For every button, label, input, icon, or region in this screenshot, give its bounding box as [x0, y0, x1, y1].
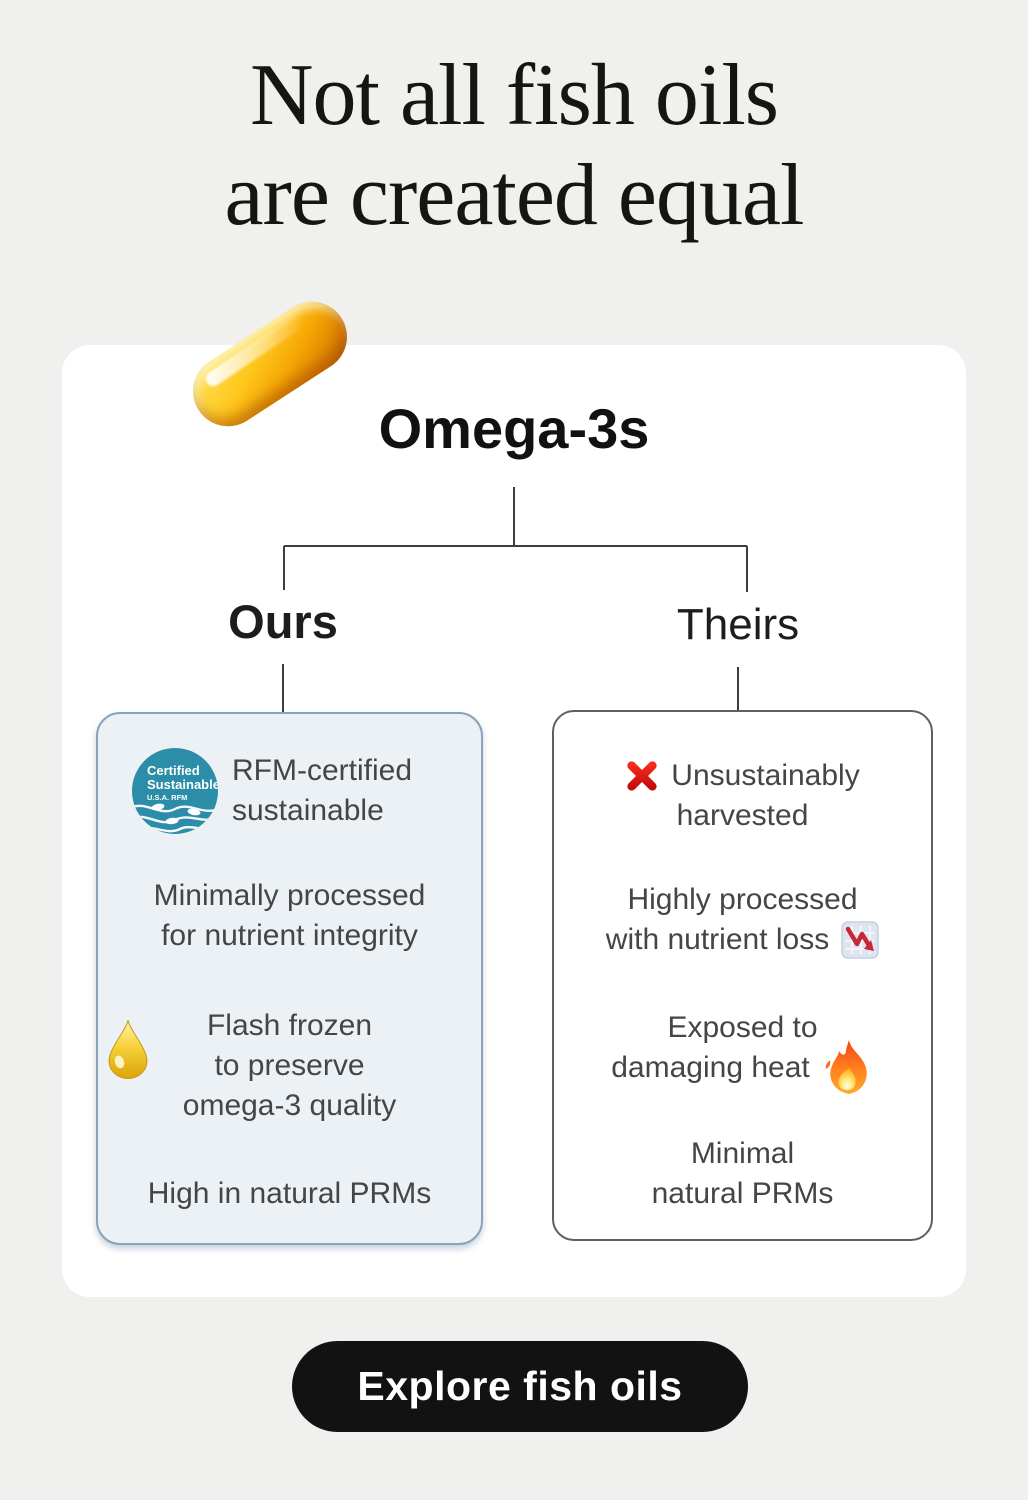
- theirs-item-text: natural PRMs: [651, 1177, 834, 1210]
- ours-card: Certified Sustainable U.S.A. RFM: [96, 712, 483, 1245]
- theirs-item-text: with nutrient loss: [605, 923, 830, 956]
- branch-label-theirs: Theirs: [676, 600, 800, 649]
- page-title-line2: are created equal: [224, 147, 805, 244]
- explore-fish-oils-button[interactable]: Explore fish oils: [292, 1341, 748, 1432]
- badge-text-usa-rfm: U.S.A. RFM: [147, 793, 187, 802]
- page-title-line1: Not all fish oils: [249, 47, 779, 144]
- ours-item-text: High in natural PRMs: [147, 1177, 432, 1210]
- ours-item-text: to preserve: [214, 1049, 365, 1082]
- theirs-item-text: harvested: [676, 799, 809, 832]
- red-x-icon: [627, 761, 657, 791]
- diagram-root-label: Omega-3s: [378, 397, 650, 460]
- fire-icon: [825, 1040, 867, 1094]
- theirs-item-minimal-prms: Minimal natural PRMs: [652, 1134, 834, 1214]
- ours-item-rfm-certified: Certified Sustainable U.S.A. RFM: [132, 748, 412, 834]
- ours-item-flash-frozen: Flash frozen to preserve omega-3 quality: [108, 1006, 397, 1126]
- badge-text-sustainable: Sustainable: [147, 777, 218, 792]
- ours-item-text: Flash frozen: [206, 1009, 373, 1042]
- theirs-item-damaging-heat: Exposed to damaging heat: [611, 1008, 874, 1094]
- ours-item-text: for nutrient integrity: [161, 919, 418, 952]
- oil-droplet-icon: [105, 1018, 151, 1091]
- theirs-item-text: Unsustainably: [671, 759, 860, 792]
- theirs-item-unsustainably-harvested: Unsustainably harvested: [625, 756, 860, 836]
- theirs-card: Unsustainably harvested Highly processed…: [552, 710, 933, 1241]
- rfm-certification-badge-icon: Certified Sustainable U.S.A. RFM: [132, 748, 218, 834]
- theirs-item-text: Highly processed: [627, 883, 858, 916]
- theirs-item-text: Minimal: [690, 1137, 795, 1170]
- page-title: Not all fish oils are created equal: [0, 46, 1028, 246]
- theirs-item-text: damaging heat: [611, 1051, 810, 1084]
- ours-item-high-prms: High in natural PRMs: [148, 1174, 431, 1214]
- chart-decreasing-icon: [841, 921, 879, 959]
- ours-item-text: Minimally processed: [153, 879, 426, 912]
- branch-label-ours: Ours: [228, 595, 338, 648]
- theirs-item-highly-processed: Highly processed with nutrient loss: [606, 880, 879, 960]
- theirs-item-text: Exposed to: [667, 1011, 818, 1044]
- ours-card-content: Certified Sustainable U.S.A. RFM: [98, 714, 481, 1214]
- ours-item-minimally-processed: Minimally processed for nutrient integri…: [154, 876, 426, 956]
- ours-item-text: omega-3 quality: [182, 1089, 397, 1122]
- ours-item-text: RFM-certified: [232, 754, 413, 787]
- theirs-card-content: Unsustainably harvested Highly processed…: [554, 712, 931, 1214]
- ours-item-text: sustainable: [232, 794, 384, 827]
- badge-text-certified: Certified: [147, 763, 200, 778]
